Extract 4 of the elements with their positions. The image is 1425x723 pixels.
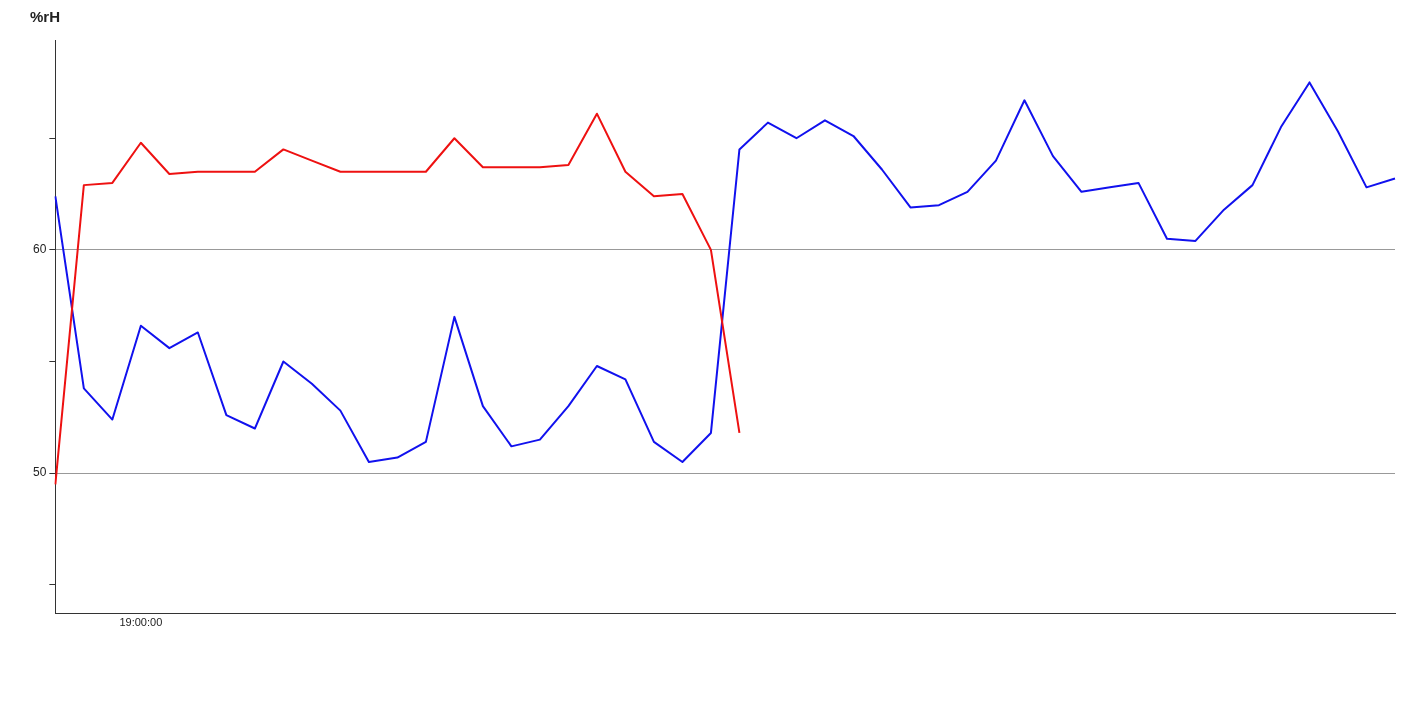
y-axis-title: %rH bbox=[30, 8, 61, 25]
x-tick-label: 19:00:00 bbox=[119, 616, 163, 629]
y-tick-label: 50 bbox=[32, 465, 47, 480]
y-tick-label: 60 bbox=[32, 242, 47, 257]
